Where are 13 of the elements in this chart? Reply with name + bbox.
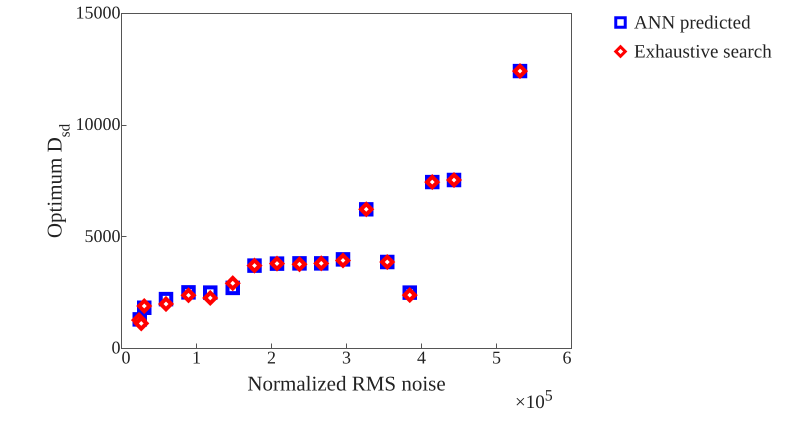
x-axis-title: Normalized RMS noise: [247, 372, 446, 396]
x-tick-label: 5: [492, 348, 501, 368]
x-tick-label: 1: [192, 348, 201, 368]
y-tick-label: 10000: [76, 114, 120, 134]
legend-label: Exhaustive search: [634, 42, 772, 62]
x-tick-label: 4: [417, 348, 426, 368]
y-tick-label: 5000: [84, 226, 120, 246]
legend-label: ANN predicted: [634, 12, 752, 34]
text: ×10$^{5}$: [515, 388, 553, 414]
x-tick-label: 6: [562, 348, 572, 368]
x-tick-label: 3: [342, 348, 351, 368]
x-tick-label: 2: [267, 348, 276, 368]
y-tick-label: 15000: [76, 2, 120, 22]
